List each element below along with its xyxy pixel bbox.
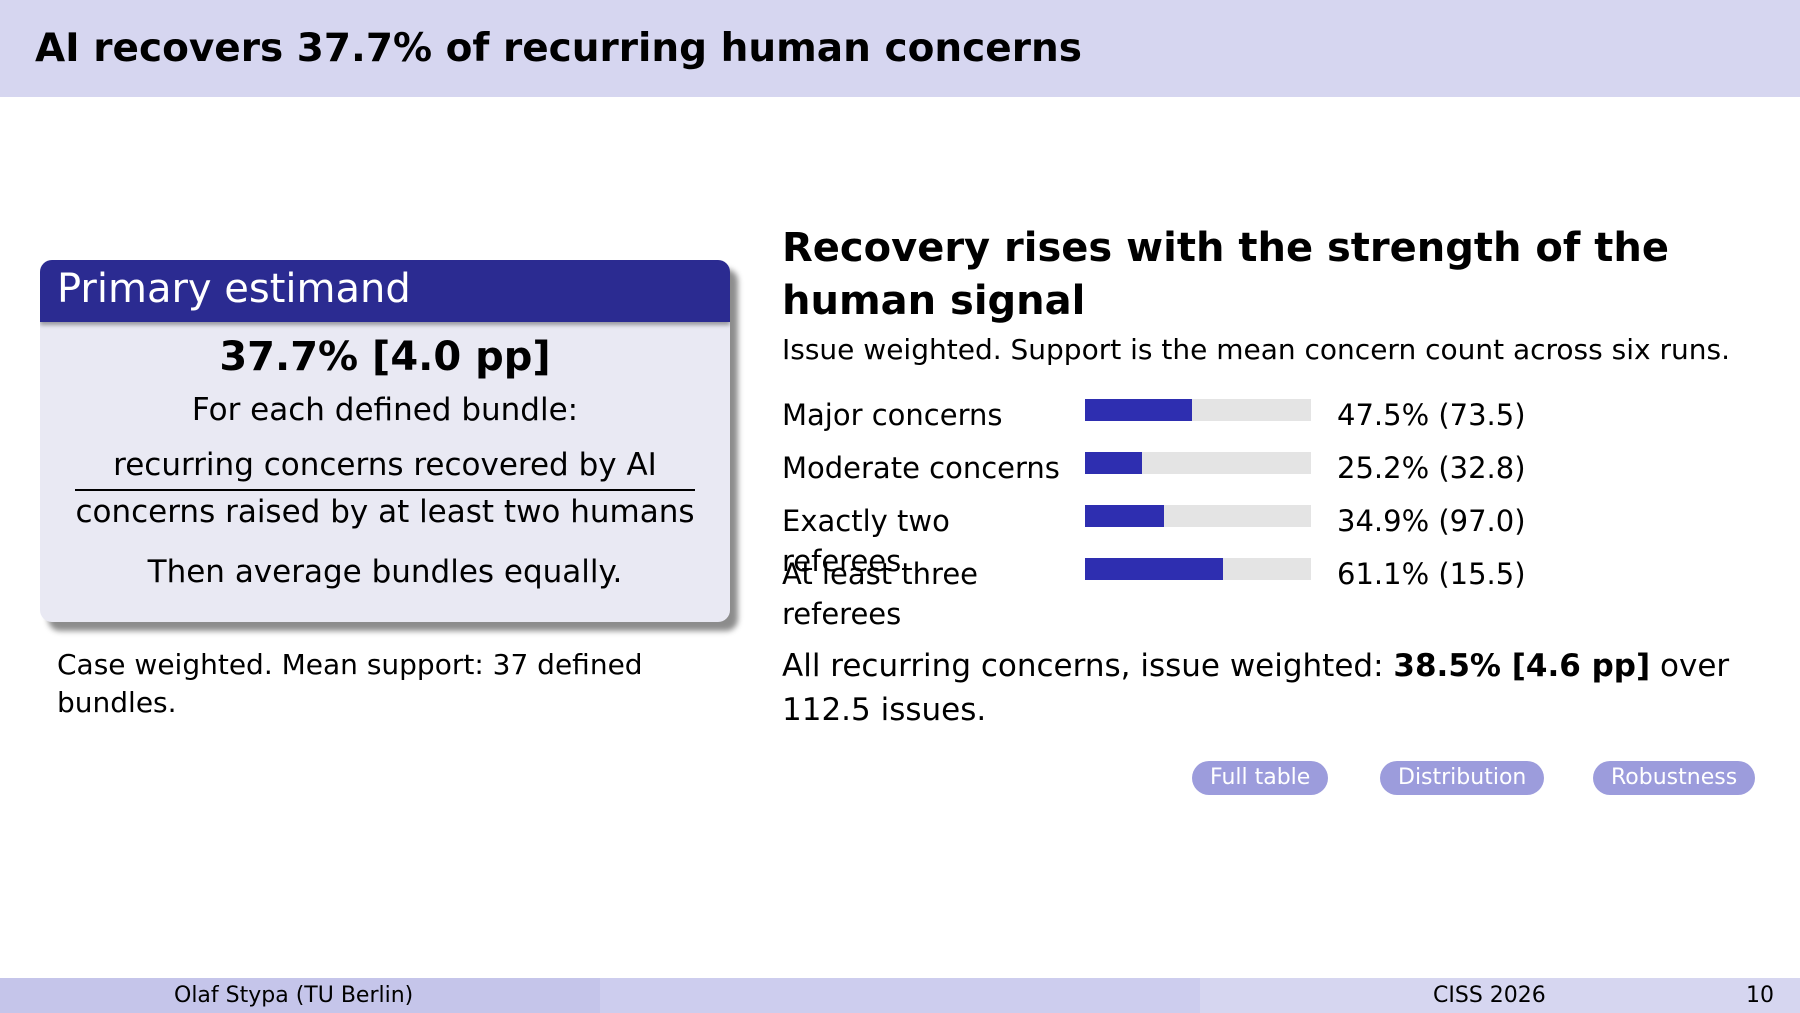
- bar-row-three-referees: At least three referees 61.1% (15.5): [782, 554, 1742, 634]
- bar-track: [1085, 505, 1311, 527]
- bar-label: Exactly two referees: [782, 504, 950, 578]
- bar-fill: [1085, 452, 1142, 474]
- block-body: 37.7% [4.0 pp] For each defined bundle: …: [40, 333, 730, 592]
- averaging-text: Then average bundles equally.: [147, 554, 623, 590]
- fraction: recurring concerns recovered by AI conce…: [75, 445, 695, 533]
- bar-label: Major concerns: [782, 398, 1003, 432]
- bar-value: 47.5% (73.5): [1337, 398, 1526, 432]
- primary-estimand-block: Primary estimand 37.7% [4.0 pp] For each…: [40, 260, 730, 622]
- summary-text: All recurring concerns, issue weighted: …: [782, 644, 1742, 732]
- recovery-title: Recovery rises with the strength of the …: [782, 225, 1669, 324]
- fraction-denominator: concerns raised by at least two humans: [75, 494, 695, 530]
- page-number: 10: [1746, 983, 1774, 1008]
- case-note: Case weighted. Mean support: 37 defined …: [57, 648, 643, 719]
- primary-estimate: 37.7% [4.0 pp]: [219, 334, 551, 380]
- bar-track: [1085, 399, 1311, 421]
- bar-fill: [1085, 505, 1164, 527]
- summary-suffix: over 112.5 issues.: [782, 648, 1730, 728]
- bar-value: 34.9% (97.0): [1337, 504, 1526, 538]
- footer-event-section: CISS 2026 10: [1200, 978, 1800, 1013]
- bar-label: Moderate concerns: [782, 451, 1060, 485]
- footer-author: Olaf Stypa (TU Berlin): [174, 983, 414, 1008]
- bar-label: At least three referees: [782, 557, 979, 631]
- bar-row-two-referees: Exactly two referees 34.9% (97.0): [782, 501, 1742, 578]
- bar-row-major: Major concerns 47.5% (73.5): [782, 395, 1742, 439]
- slide-header: AI recovers 37.7% of recurring human con…: [0, 0, 1800, 97]
- bundle-text: For each defined bundle:: [191, 392, 579, 428]
- bar-value: 25.2% (32.8): [1337, 451, 1526, 485]
- bar-track: [1085, 452, 1311, 474]
- footer-middle-section: [600, 978, 1200, 1013]
- block-title: Primary estimand: [40, 260, 730, 322]
- fraction-numerator: recurring concerns recovered by AI: [113, 447, 657, 483]
- summary-value: 38.5% [4.6 pp]: [1393, 648, 1651, 684]
- bar-track: [1085, 558, 1311, 580]
- bar-fill: [1085, 399, 1193, 421]
- bar-row-moderate: Moderate concerns 25.2% (32.8): [782, 448, 1742, 492]
- full-table-button[interactable]: Full table: [1192, 761, 1329, 795]
- footer-event: CISS 2026: [1433, 983, 1546, 1008]
- footer-author-section: Olaf Stypa (TU Berlin): [0, 978, 600, 1013]
- robustness-button[interactable]: Robustness: [1593, 761, 1756, 795]
- slide-title: AI recovers 37.7% of recurring human con…: [35, 26, 1082, 71]
- bar-fill: [1085, 558, 1224, 580]
- bar-value: 61.1% (15.5): [1337, 557, 1526, 591]
- fraction-line: [75, 489, 695, 491]
- summary-prefix: All recurring concerns, issue weighted:: [782, 648, 1384, 684]
- recovery-subtitle: Issue weighted. Support is the mean conc…: [782, 333, 1730, 366]
- distribution-button[interactable]: Distribution: [1380, 761, 1545, 795]
